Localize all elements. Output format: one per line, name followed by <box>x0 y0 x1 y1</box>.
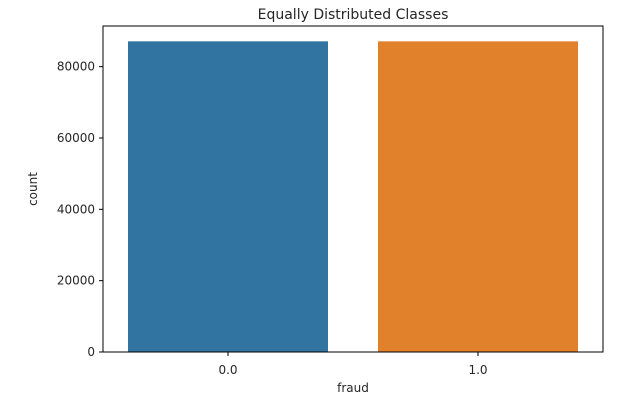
bar-1-0 <box>378 41 578 353</box>
x-axis-ticks: 0.0 1.0 <box>218 352 488 377</box>
x-axis-label: fraud <box>337 381 369 395</box>
plot-frame <box>102 25 604 353</box>
y-tick-label: 60000 <box>57 131 95 145</box>
bars-group <box>128 41 578 353</box>
y-tick-label: 40000 <box>57 202 95 216</box>
y-axis-label: count <box>26 172 40 206</box>
y-axis-ticks: 0 20000 40000 60000 80000 <box>57 60 103 359</box>
y-tick-label: 0 <box>87 345 95 359</box>
chart-title: Equally Distributed Classes <box>258 7 449 23</box>
y-tick-label: 80000 <box>57 60 95 74</box>
x-tick-label: 1.0 <box>468 363 487 377</box>
y-tick-label: 20000 <box>57 274 95 288</box>
bar-0-0 <box>128 41 328 353</box>
x-tick-label: 0.0 <box>218 363 237 377</box>
